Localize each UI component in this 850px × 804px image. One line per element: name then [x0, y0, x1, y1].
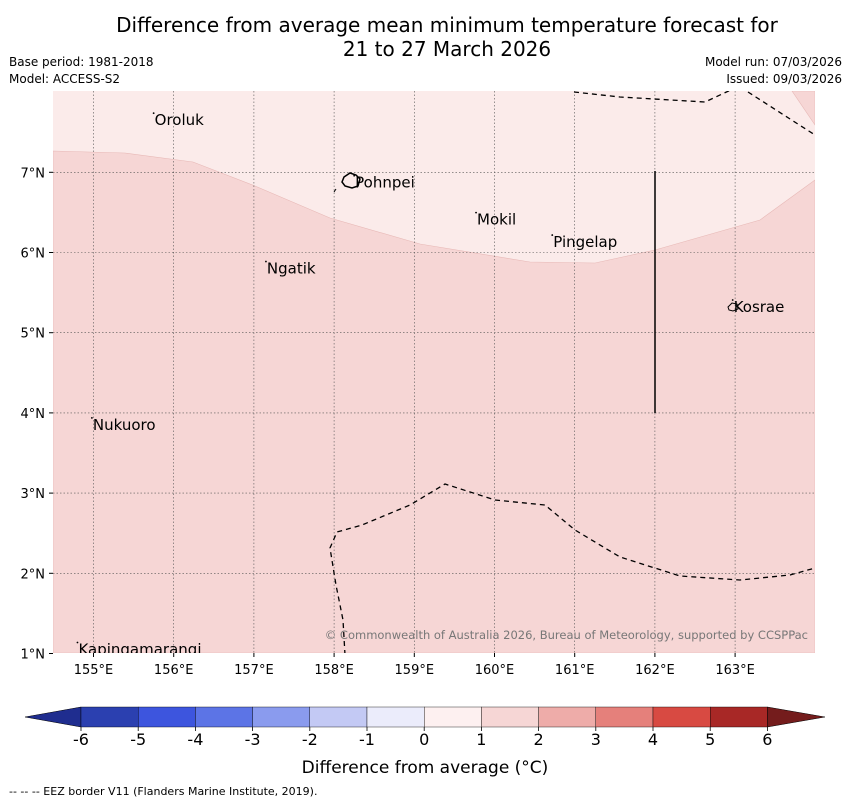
title-line-1: Difference from average mean minimum tem… [116, 13, 778, 37]
copyright-text: © Commonwealth of Australia 2026, Bureau… [325, 628, 808, 642]
lat-tick-label: 4°N [21, 407, 46, 422]
run-info: Model run: 07/03/2026 Issued: 09/03/2026 [705, 54, 842, 88]
colorbar-tick-label: -4 [187, 730, 203, 749]
place-label: Oroluk [155, 111, 204, 129]
place-marker [152, 112, 155, 115]
colorbar-label: Difference from average (°C) [301, 758, 549, 778]
colorbar-tick-label: 2 [534, 730, 544, 749]
colorbar-tick-label: 0 [419, 730, 429, 749]
colorbar-tick-label: -2 [302, 730, 318, 749]
place-marker [475, 211, 477, 214]
place-marker [76, 641, 79, 644]
colorbar-segment [710, 706, 768, 728]
title-line-2: 21 to 27 March 2026 [342, 37, 552, 61]
colorbar-segment [195, 706, 253, 728]
colorbar-tick-label: 6 [762, 730, 772, 749]
lon-tick-label: 163°E [715, 663, 755, 678]
colorbar: -6 -5 -4 -3 -2 -1 0 1 2 3 4 5 6 [24, 706, 826, 749]
lon-tick-label: 158°E [314, 663, 354, 678]
eez-legend: -- -- -- EEZ border V11 (Flanders Marine… [9, 785, 318, 798]
colorbar-tick-label: -5 [130, 730, 146, 749]
place-marker [265, 260, 267, 263]
colorbar-tick-label: 3 [591, 730, 601, 749]
lon-tick-label: 160°E [475, 663, 515, 678]
place-label: Kosrae [734, 298, 785, 316]
colorbar-tick-label: 5 [705, 730, 715, 749]
lon-tick-label: 157°E [234, 663, 274, 678]
colorbar-segment [595, 706, 654, 728]
colorbar-segment [252, 706, 311, 728]
pohnpei-island-icon [341, 172, 361, 189]
lat-tick-label: 3°N [21, 487, 46, 502]
lon-tick-label: 156°E [154, 663, 194, 678]
model-info: Base period: 1981-2018 Model: ACCESS-S2 [9, 54, 154, 88]
anomaly-region-1-to-2 [53, 150, 815, 653]
colorbar-segment [538, 706, 596, 728]
colorbar-tick-label: -6 [73, 730, 89, 749]
colorbar-segment [481, 706, 539, 728]
colorbar-segment [137, 706, 196, 728]
base-period: Base period: 1981-2018 [9, 55, 154, 69]
place-marker [551, 234, 554, 236]
colorbar-arrow-low [24, 706, 82, 728]
lat-tick-label: 5°N [21, 327, 46, 342]
anomaly-region-top-right [791, 91, 815, 126]
place-marker [90, 417, 93, 419]
lat-tick-label: 2°N [21, 567, 46, 582]
colorbar-tick-label: -1 [359, 730, 375, 749]
place-label: Kapingamarangi [78, 640, 201, 658]
colorbar-segment [652, 706, 711, 728]
place-labels: Oroluk Pohnpei Mokil Pingelap Ngatik Kosrae Nu… [76, 111, 785, 658]
colorbar-segment [80, 706, 139, 728]
place-label: Nukuoro [93, 416, 156, 434]
map-title: Difference from average mean minimum tem… [0, 13, 850, 61]
lat-tick-label: 1°N [21, 648, 46, 663]
issued-date: Issued: 09/03/2026 [726, 72, 842, 86]
graticule [53, 91, 815, 653]
lon-tick-label: 155°E [74, 663, 114, 678]
lat-tick-label: 7°N [21, 166, 46, 181]
colorbar-tick-label: -3 [245, 730, 261, 749]
model-name: Model: ACCESS-S2 [9, 72, 121, 86]
colorbar-segment [309, 706, 368, 728]
lat-tick-label: 6°N [21, 247, 46, 262]
colorbar-tick-label: 4 [648, 730, 658, 749]
eez-border-north [573, 91, 815, 136]
lon-tick-label: 162°E [635, 663, 675, 678]
place-label: Mokil [477, 211, 516, 229]
place-label: Pingelap [553, 233, 617, 251]
place-label: Ngatik [267, 260, 316, 278]
lon-tick-label: 159°E [395, 663, 435, 678]
model-run: Model run: 07/03/2026 [704, 55, 842, 69]
kosrae-island-icon [727, 302, 739, 312]
place-marker [731, 299, 734, 301]
islet-icon [333, 188, 337, 193]
colorbar-tick-label: 1 [476, 730, 486, 749]
colorbar-segment [366, 706, 425, 728]
colorbar-arrow-high [767, 706, 826, 728]
axis-ticks: 155°E 156°E 157°E 158°E 159°E 160°E 161°E 162°E… [21, 166, 755, 678]
map-area: Oroluk Pohnpei Mokil Pingelap Ngatik Kosrae Nu… [53, 91, 815, 658]
eez-border-south [329, 483, 815, 653]
colorbar-segment [424, 706, 482, 728]
eez-border [329, 91, 815, 653]
place-label: Pohnpei [355, 174, 415, 192]
lon-tick-label: 161°E [555, 663, 595, 678]
place-marker [353, 174, 356, 177]
